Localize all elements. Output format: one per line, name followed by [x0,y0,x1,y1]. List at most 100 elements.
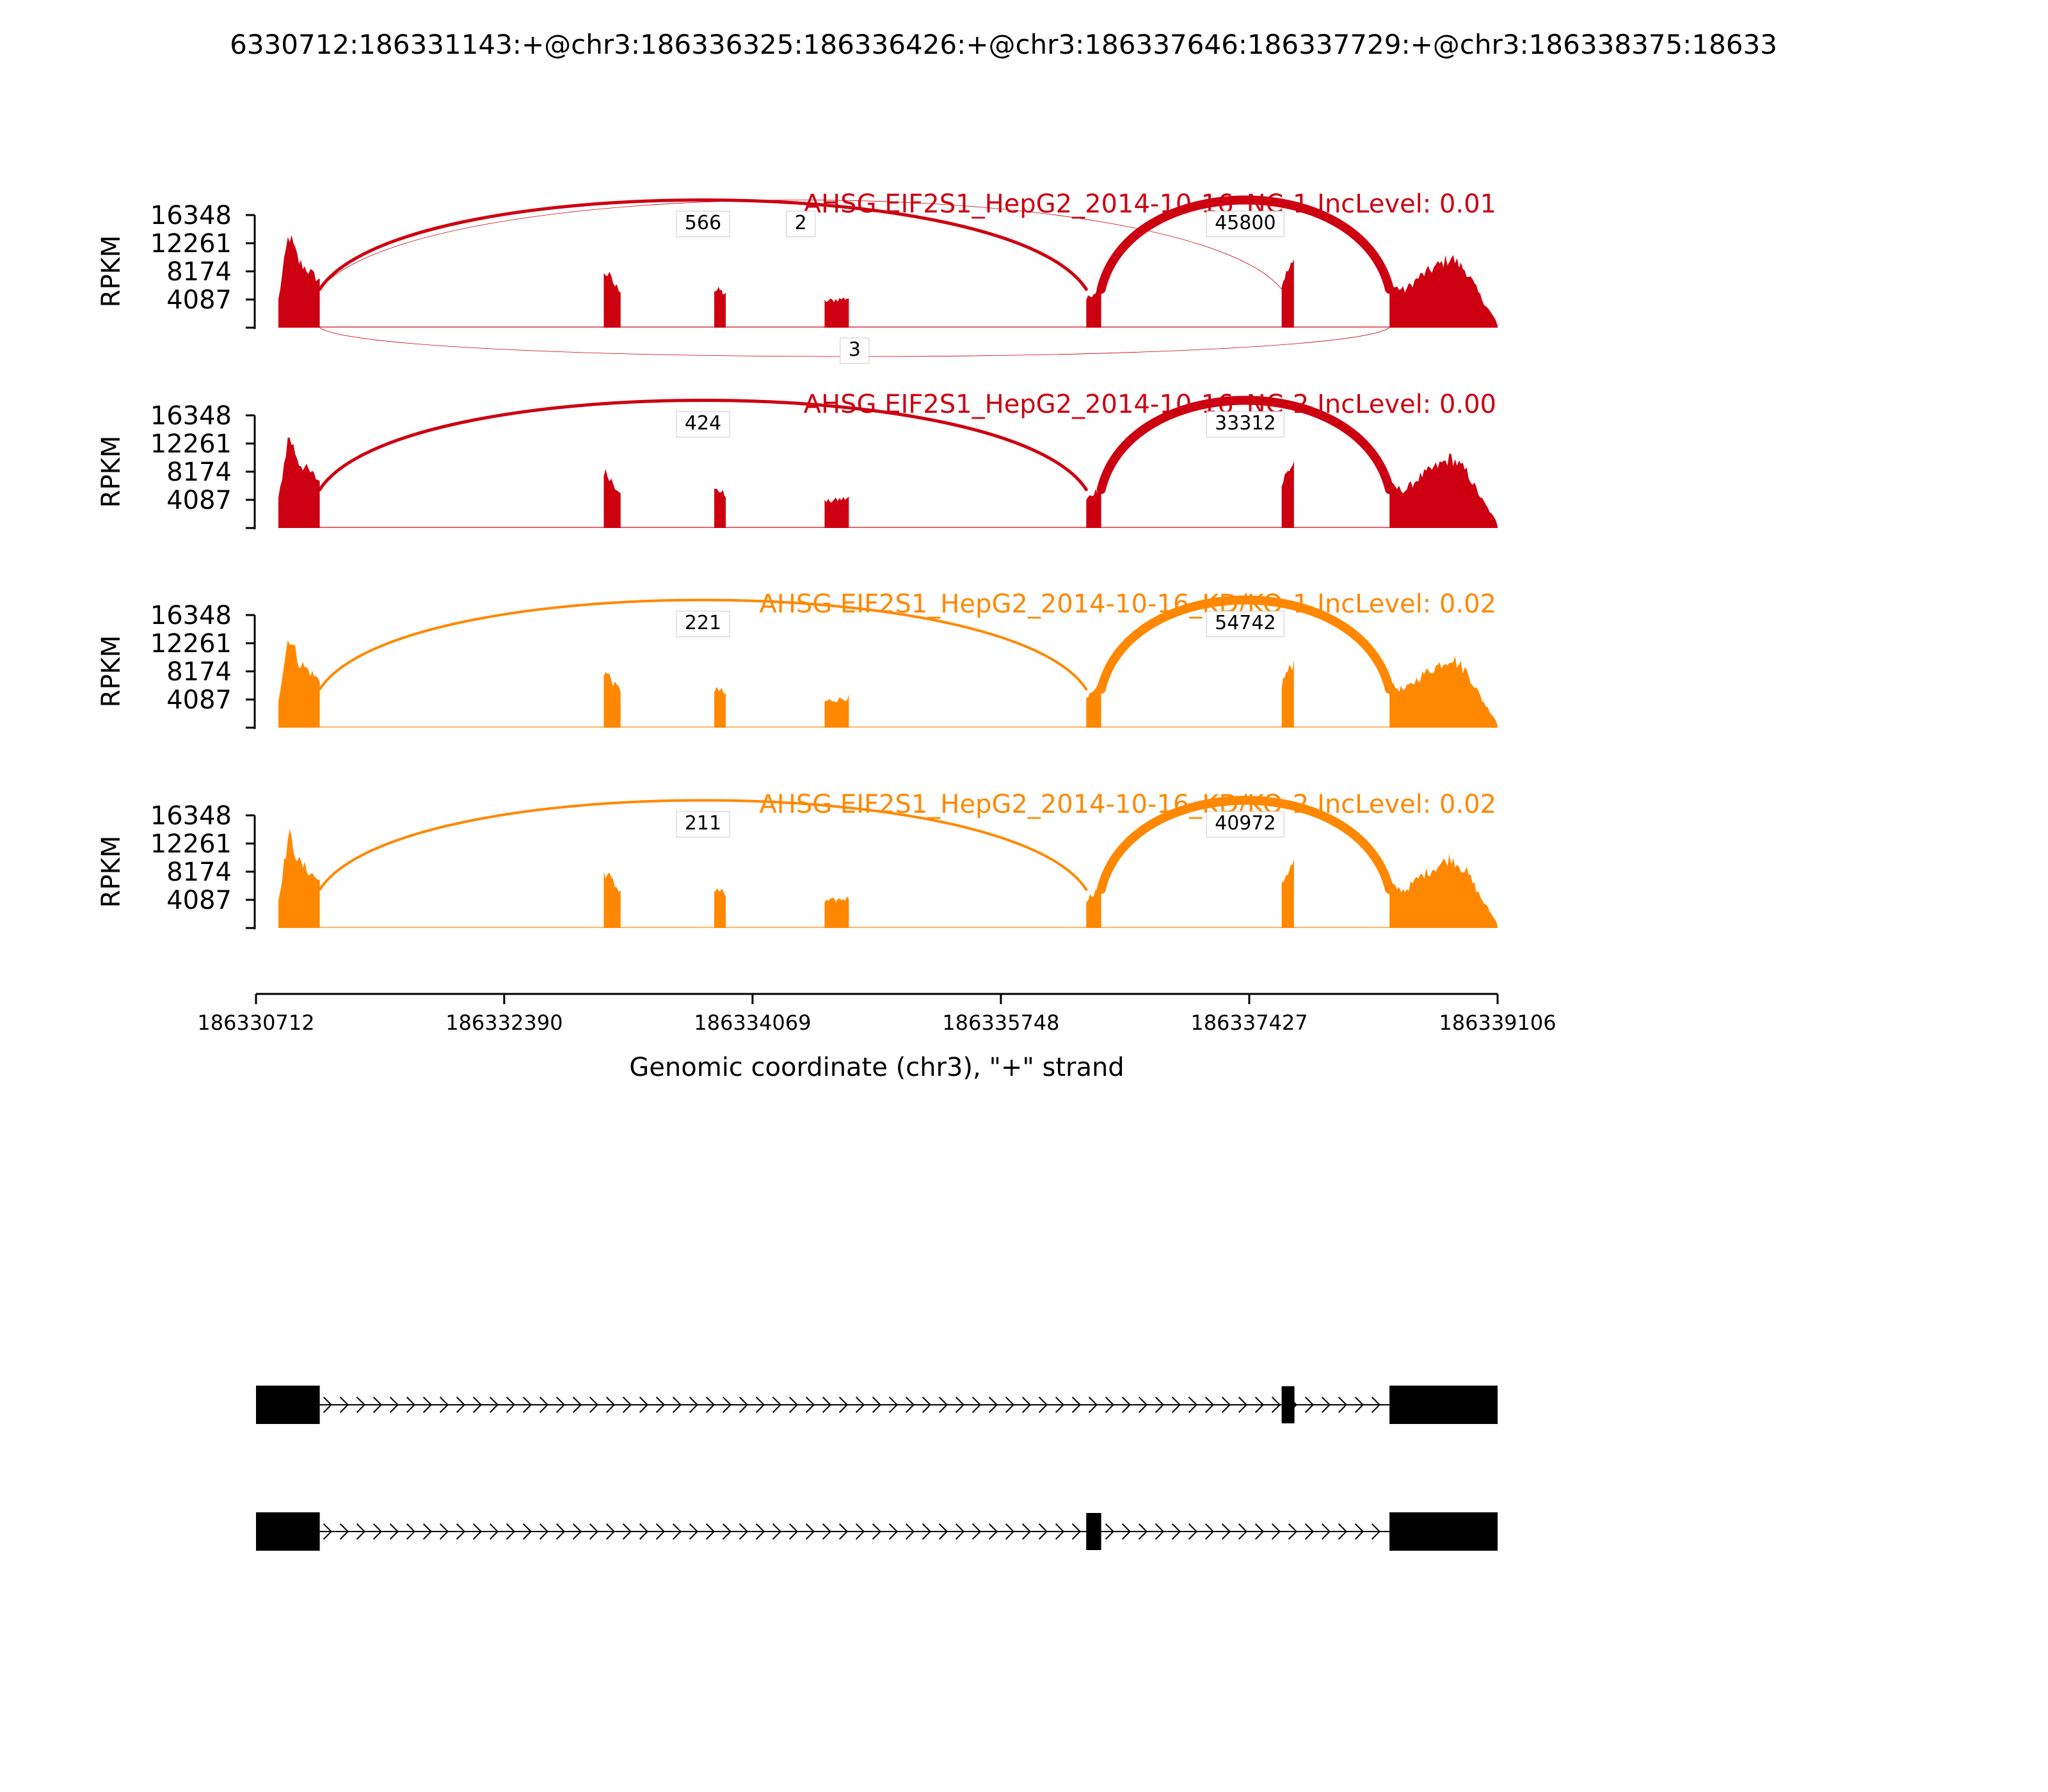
strand-arrow [506,1396,516,1413]
strand-arrow [472,1523,483,1540]
strand-arrow [888,1396,899,1413]
strand-arrow [672,1396,682,1413]
junction-count: 2 [795,212,807,234]
strand-arrow [356,1396,366,1413]
exon-coverage [1389,854,1498,928]
junction-label-box [1206,211,1284,237]
exon-coverage [278,437,320,528]
y-tick-label: 4087 [166,486,232,515]
junction-arc [1096,195,1395,294]
strand-arrow [689,1396,699,1413]
strand-arrow [655,1396,666,1413]
strand-arrow [972,1396,982,1413]
strand-arrow [539,1523,549,1540]
strand-arrow [522,1523,532,1540]
y-axis-label: RPKM [97,836,126,908]
track-name: AHSG EIF2S1_HepG2_2014-10-16_NC-1 IncLev… [804,189,1496,219]
strand-arrow [1371,1396,1381,1413]
exon-coverage [1389,453,1498,528]
strand-arrow [372,1396,383,1413]
strand-arrow [1304,1523,1315,1540]
y-tick-label: 12261 [150,229,232,259]
strand-arrow [705,1523,716,1540]
x-tick-label: 186332390 [445,1011,563,1035]
x-axis-label: Genomic coordinate (chr3), "+" strand [629,1053,1124,1082]
strand-arrow [406,1396,416,1413]
strand-arrow [838,1396,849,1413]
y-tick-label: 12261 [150,629,232,659]
junction-label-box [676,611,730,637]
strand-arrow [988,1523,998,1540]
strand-arrow [472,1396,483,1413]
y-tick-label: 4087 [166,685,232,715]
strand-arrow [489,1396,499,1413]
y-tick-label: 16348 [150,401,232,431]
strand-arrow [323,1523,333,1540]
strand-arrow [456,1396,466,1413]
strand-arrow [888,1523,899,1540]
exon-coverage [278,640,320,728]
strand-arrow [922,1523,932,1540]
junction-label-box [1206,611,1284,637]
junction-arc [1096,595,1395,694]
strand-arrow [1171,1396,1181,1413]
exon-coverage [1086,884,1101,928]
strand-arrow [422,1396,433,1413]
y-tick-label: 8174 [166,458,232,487]
strand-arrow [1121,1396,1132,1413]
strand-arrow [1138,1396,1148,1413]
strand-arrow [1321,1523,1331,1540]
strand-arrow [1238,1396,1248,1413]
track-name: AHSG EIF2S1_HepG2_2014-10-16_KD/KO-1 Inc… [759,589,1496,619]
exon-block [256,1512,320,1551]
x-tick-label: 186335748 [942,1011,1059,1035]
strand-arrow [1021,1396,1032,1413]
exon-coverage [824,896,849,928]
y-tick-label: 16348 [150,801,232,831]
strand-arrow [506,1523,516,1540]
strand-arrow [1071,1396,1082,1413]
exon-coverage [604,672,621,728]
strand-arrow [1105,1396,1115,1413]
exon-coverage [714,488,726,528]
strand-arrow [339,1396,349,1413]
strand-arrow [938,1523,948,1540]
strand-arrow [389,1523,399,1540]
strand-arrow [1088,1396,1098,1413]
exon-coverage [278,829,320,928]
strand-arrow [1271,1523,1281,1540]
junction-count: 211 [685,812,721,835]
strand-arrow [955,1523,965,1540]
junction-count: 566 [685,212,721,234]
strand-arrow [489,1523,499,1540]
exon-coverage [1281,259,1294,328]
exon-block [1086,1513,1101,1550]
junction-label-box [1206,411,1284,438]
chart-title: 6330712:186331143:+@chr3:186336325:18633… [230,29,1777,60]
exon-coverage [604,469,621,528]
x-tick-label: 186334069 [694,1011,811,1035]
strand-arrow [1204,1396,1215,1413]
strand-arrow [456,1523,466,1540]
strand-arrow [522,1396,532,1413]
strand-arrow [572,1523,582,1540]
strand-arrow [356,1523,366,1540]
exon-coverage [1086,287,1101,328]
strand-arrow [855,1396,865,1413]
junction-count: 424 [685,412,721,435]
strand-arrow [389,1396,399,1413]
strand-arrow [1288,1523,1298,1540]
y-axis-label: RPKM [97,236,126,308]
strand-arrow [1304,1396,1315,1413]
exon-coverage [1281,859,1294,928]
junction-arc [318,598,1088,691]
exon-block [1389,1512,1498,1551]
strand-arrow [955,1396,965,1413]
junction-label-box [840,337,870,364]
strand-arrow [838,1523,849,1540]
y-tick-label: 8174 [166,858,232,887]
